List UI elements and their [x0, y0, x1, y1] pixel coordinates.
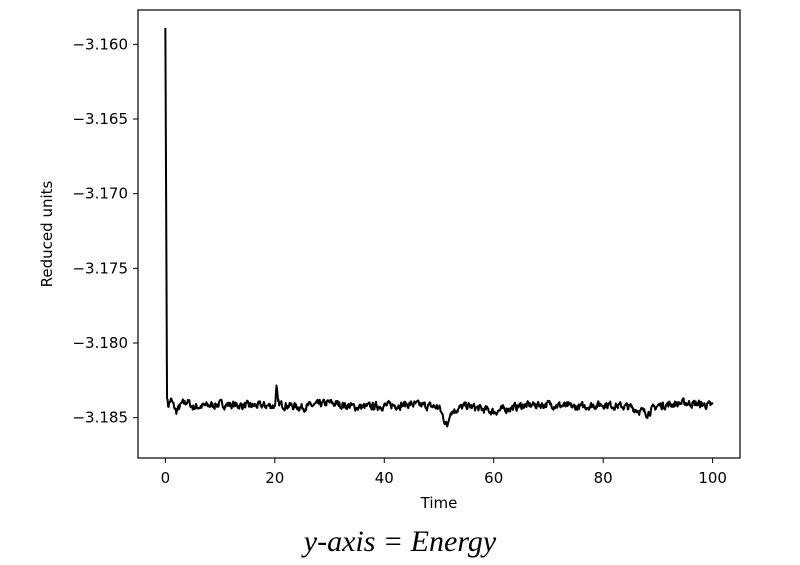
y-tick-label: −3.180	[72, 334, 128, 352]
series-line	[164, 27, 714, 428]
y-tick-label: −3.160	[72, 35, 128, 53]
plot-frame	[137, 9, 741, 459]
x-tick-label: 60	[484, 469, 503, 487]
y-tick-label: −3.170	[72, 185, 128, 203]
y-tick-label: −3.175	[72, 259, 128, 277]
x-tick-label: 20	[265, 469, 284, 487]
line-chart: 0 20 40 60 80 100 −3.160 −3.165 −3.170 −3.175 −3.1…	[38, 9, 741, 512]
x-tick-label: 40	[375, 469, 394, 487]
y-tick-label: −3.165	[72, 110, 128, 128]
y-tick-label: −3.185	[72, 409, 128, 427]
x-axis-label: Time	[420, 494, 458, 512]
figure-caption: y-axis = Energy	[303, 525, 497, 558]
x-tick-label: 80	[594, 469, 613, 487]
x-tick-label: 100	[698, 469, 727, 487]
y-axis-label: Reduced units	[38, 180, 56, 287]
x-tick-label: 0	[161, 469, 171, 487]
axis-ticks: 0 20 40 60 80 100 −3.160 −3.165 −3.170 −3.175 −3.1…	[72, 35, 726, 487]
